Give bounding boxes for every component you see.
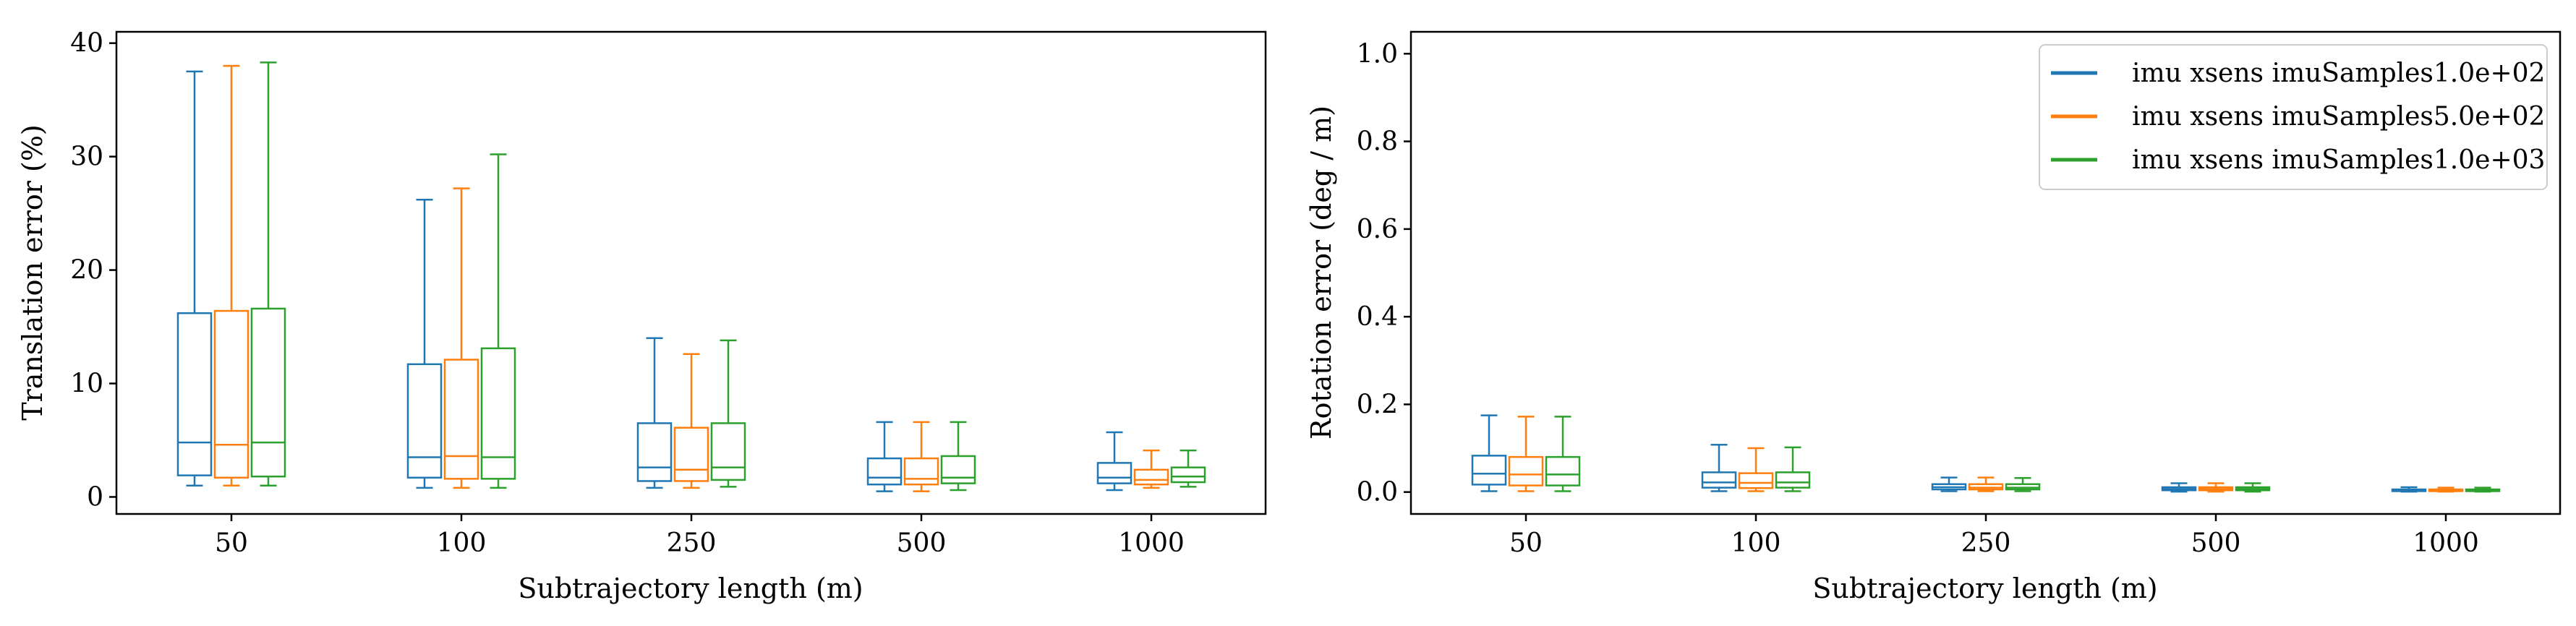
rotation-y-tick-label: 1.0	[1357, 39, 1398, 69]
translation-x-tick-label: 250	[667, 528, 717, 558]
iqr-box	[940, 455, 976, 484]
rotation-box-50-series-2	[1508, 416, 1544, 492]
legend-entries: imu xsens imuSamples1.0e+02 imu xsens imu…	[2051, 59, 2545, 175]
translation-y-axis-label: Translation error (%)	[17, 124, 48, 421]
rotation-x-tick-label: 500	[2191, 528, 2241, 558]
translation-box-1000-series-3	[1170, 449, 1206, 488]
rotation-box-500-series-1	[2161, 482, 2197, 493]
rotation-y-tick-label: 0.4	[1357, 302, 1398, 332]
translation-x-axis-label: Subtrajectory length (m)	[518, 573, 863, 604]
translation-box-marks	[176, 61, 1206, 492]
translation-box-50-series-1	[176, 70, 213, 487]
iqr-box	[636, 422, 673, 482]
translation-box-250-series-3	[710, 339, 746, 488]
iqr-box	[443, 359, 479, 480]
rotation-box-500-series-2	[2198, 482, 2234, 493]
rotation-y-ticks: 0.0 0.2 0.4 0.6 0.8 1.0	[1357, 39, 1411, 507]
iqr-box	[1701, 471, 1737, 489]
rotation-x-ticks: 50 100 250 500 1000	[1509, 514, 2479, 558]
translation-box-500-series-2	[903, 421, 939, 492]
translation-x-tick-label: 50	[215, 528, 248, 558]
rotation-y-tick-label: 0.8	[1357, 127, 1398, 157]
iqr-box	[1471, 455, 1507, 486]
iqr-box	[1545, 455, 1581, 486]
translation-y-tick-label: 0	[87, 482, 103, 512]
iqr-box	[710, 422, 746, 481]
rotation-box-250-series-2	[1968, 476, 2004, 492]
translation-box-500-series-1	[866, 421, 903, 492]
rotation-x-tick-label: 100	[1731, 528, 1781, 558]
translation-box-1000-series-2	[1133, 449, 1169, 489]
rotation-box-100-series-2	[1738, 447, 1774, 492]
iqr-box	[1775, 471, 1811, 489]
translation-box-250-series-1	[636, 337, 673, 489]
translation-x-tick-label: 1000	[1118, 528, 1185, 558]
iqr-box	[1096, 462, 1133, 484]
translation-box-50-series-2	[213, 64, 250, 487]
iqr-box	[1508, 455, 1544, 486]
translation-box-50-series-3	[250, 61, 286, 487]
translation-box-100-series-3	[480, 153, 516, 489]
iqr-box	[250, 307, 286, 478]
rotation-box-50-series-1	[1471, 414, 1507, 492]
iqr-box	[673, 426, 709, 482]
rotation-box-marks	[1471, 414, 2501, 493]
legend-frame	[2039, 44, 2548, 190]
rotation-box-250-series-3	[2005, 477, 2041, 492]
iqr-box	[1170, 466, 1206, 484]
iqr-box	[903, 457, 939, 486]
translation-x-ticks: 50 100 250 500 1000	[215, 514, 1185, 558]
iqr-box	[866, 457, 903, 486]
translation-box-100-series-2	[443, 187, 479, 489]
iqr-box	[1133, 468, 1169, 486]
rotation-box-50-series-3	[1545, 416, 1581, 492]
translation-box-100-series-1	[406, 199, 443, 489]
translation-x-tick-label: 500	[897, 528, 947, 558]
translation-y-tick-label: 20	[70, 256, 103, 286]
translation-x-tick-label: 100	[437, 528, 487, 558]
rotation-box-100-series-3	[1775, 446, 1811, 492]
legend-label-1: imu xsens imuSamples1.0e+02	[2132, 59, 2545, 88]
translation-box-250-series-2	[673, 353, 709, 489]
iqr-box	[406, 363, 443, 479]
translation-box-1000-series-1	[1096, 431, 1133, 492]
iqr-box	[1738, 472, 1774, 489]
rotation-box-100-series-1	[1701, 443, 1737, 492]
rotation-x-tick-label: 250	[1961, 528, 2011, 558]
rotation-x-tick-label: 1000	[2413, 528, 2479, 558]
rotation-box-250-series-1	[1931, 476, 1967, 492]
rotation-x-tick-label: 50	[1509, 528, 1543, 558]
translation-error-panel: 0 10 20 30 40 50 100 250 500 1000 Subtrajectory …	[17, 29, 1267, 604]
legend-label-2: imu xsens imuSamples5.0e+02	[2132, 102, 2545, 132]
legend-label-3: imu xsens imuSamples1.0e+03	[2132, 145, 2545, 175]
rotation-error-panel: 0.0 0.2 0.4 0.6 0.8 1.0 50 100 250 500 1000 Subtr…	[1305, 30, 2562, 604]
rotation-x-axis-label: Subtrajectory length (m)	[1812, 573, 2157, 604]
rotation-y-tick-label: 0.2	[1357, 390, 1398, 419]
translation-y-ticks: 0 10 20 30 40	[70, 29, 116, 512]
rotation-y-axis-label: Rotation error (deg / m)	[1305, 106, 1337, 440]
rotation-box-1000-series-1	[2391, 486, 2427, 493]
legend: imu xsens imuSamples1.0e+02 imu xsens imu…	[2039, 44, 2548, 190]
iqr-box	[213, 309, 250, 479]
rotation-box-1000-series-2	[2428, 486, 2464, 493]
translation-y-tick-label: 10	[70, 369, 103, 399]
translation-y-tick-label: 40	[70, 29, 103, 59]
rotation-y-tick-label: 0.6	[1357, 215, 1398, 244]
iqr-box	[176, 312, 213, 476]
translation-box-500-series-3	[940, 421, 976, 492]
iqr-box	[480, 347, 516, 480]
rotation-y-tick-label: 0.0	[1357, 478, 1398, 507]
rotation-box-1000-series-3	[2465, 486, 2501, 493]
translation-y-tick-label: 30	[70, 142, 103, 172]
rotation-box-500-series-3	[2235, 482, 2271, 493]
translation-axes-frame	[115, 30, 1267, 515]
